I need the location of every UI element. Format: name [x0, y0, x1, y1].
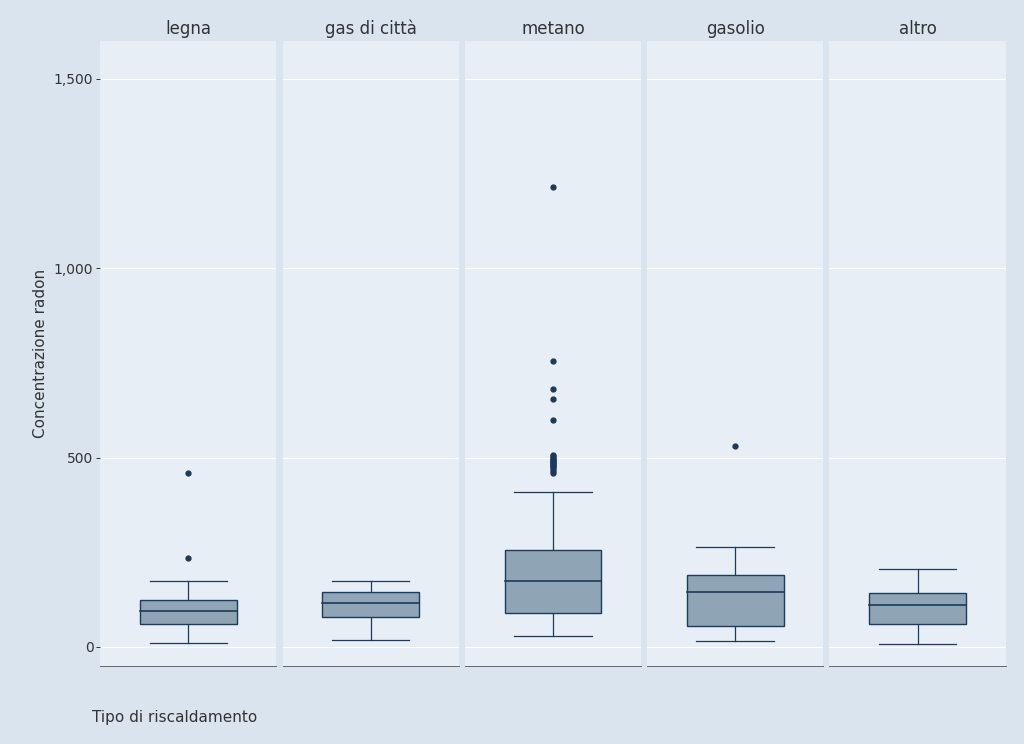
Bar [323, 592, 419, 617]
Bar [687, 575, 783, 626]
Title: metano: metano [521, 20, 585, 38]
Bar [869, 593, 966, 624]
Bar [140, 600, 237, 624]
Bar [505, 551, 601, 613]
Title: legna: legna [166, 20, 211, 38]
Title: altro: altro [899, 20, 936, 38]
Y-axis label: Concentrazione radon: Concentrazione radon [34, 269, 48, 438]
Title: gas di città: gas di città [325, 19, 417, 38]
Title: gasolio: gasolio [706, 20, 765, 38]
Text: Tipo di riscaldamento: Tipo di riscaldamento [92, 711, 257, 725]
